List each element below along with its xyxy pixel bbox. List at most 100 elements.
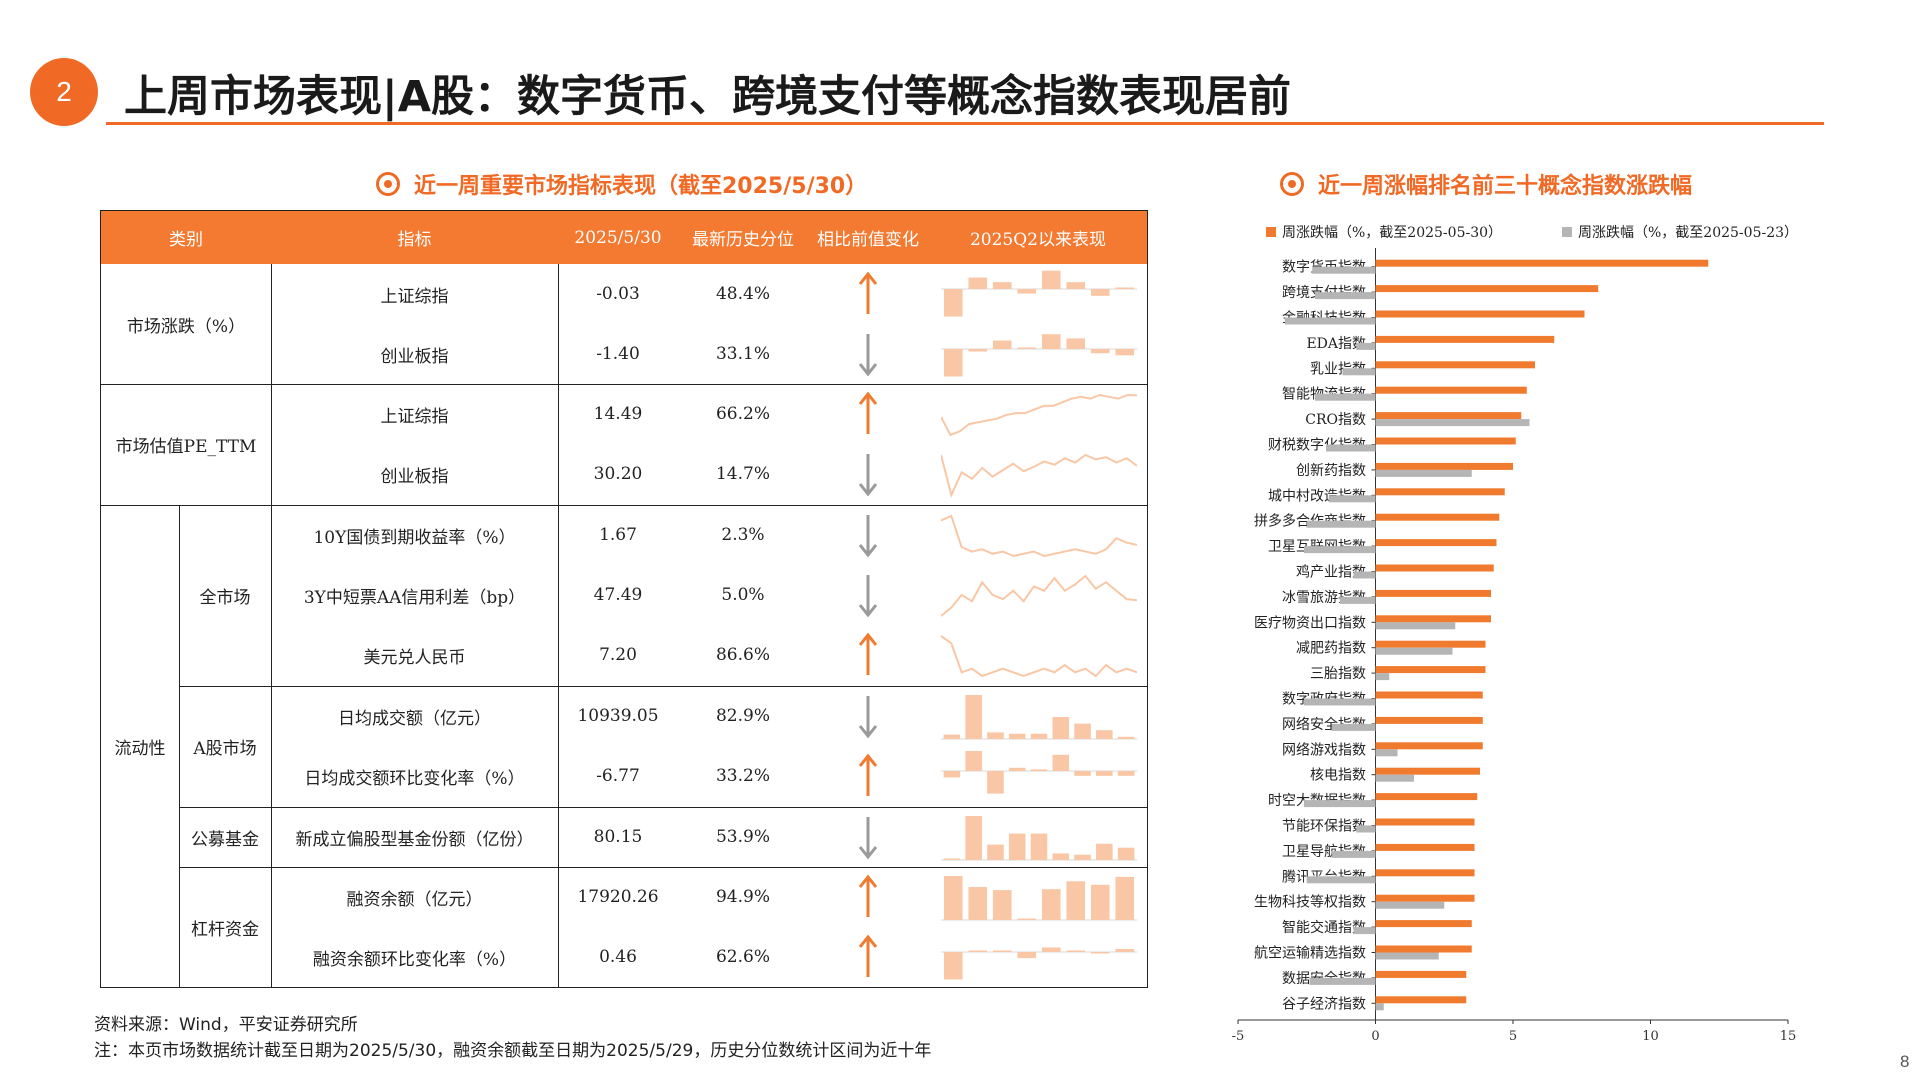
category-label: 核电指数 (1310, 768, 1366, 784)
indicator-percentile: 5.0% (721, 585, 765, 605)
sparkline-bar (943, 734, 961, 739)
bar-current-week (1375, 412, 1522, 420)
bar-previous-week (1356, 342, 1376, 350)
indicator-percentile: 53.9% (715, 827, 770, 847)
legend-swatch (1266, 227, 1276, 237)
indicator-name: 创业板指 (380, 346, 449, 367)
sparkline-bar (965, 751, 982, 771)
arrow-up-icon (858, 391, 878, 434)
arrow-down-icon (858, 575, 878, 618)
bar-current-week (1375, 310, 1585, 318)
bar-current-week (1375, 996, 1467, 1004)
sparkline-bar (992, 890, 1012, 920)
sparkline-bar (968, 349, 988, 352)
indicator-percentile: 33.2% (715, 766, 770, 786)
subgroup-public-fund: 公募基金 (191, 829, 259, 850)
trend-sparkline (941, 574, 1137, 617)
trend-sparkline (941, 334, 1137, 377)
sparkline-bar (992, 340, 1012, 349)
bar-current-week (1375, 335, 1555, 343)
title-divider (106, 122, 1824, 125)
bar-current-week (1375, 615, 1491, 623)
sparkline-line (941, 453, 1137, 498)
sparkline-bar (1052, 853, 1070, 860)
bar-current-week (1375, 539, 1497, 547)
bar-previous-week (1328, 495, 1376, 503)
bar-previous-week (1356, 825, 1376, 833)
indicator-name: 新成立偏股型基金份额（亿份） (295, 829, 534, 850)
sparkline-bar (965, 695, 982, 739)
table-header: 类别 指标 2025/5/30 最新历史分位 相比前值变化 2025Q2以来表现 (101, 211, 1147, 264)
sparkline-bar (1117, 736, 1135, 739)
sparkline-bar (1017, 952, 1037, 959)
bar-current-week (1375, 386, 1527, 394)
indicator-name: 融资余额环比变化率（%） (312, 949, 517, 970)
sparkline-bar (1090, 289, 1110, 296)
bar-current-week (1375, 361, 1535, 369)
table-divider (101, 505, 1147, 506)
arrow-down-icon (858, 817, 878, 860)
bar-current-week (1375, 894, 1475, 902)
indicator-percentile: 14.7% (715, 464, 770, 484)
sparkline-bar (1017, 918, 1037, 920)
bar-previous-week (1284, 317, 1376, 325)
sparkline-bar (943, 876, 963, 920)
legend-swatch (1562, 227, 1572, 237)
indicator-value: 7.20 (599, 645, 637, 665)
bar-previous-week (1331, 850, 1376, 858)
concept-index-bar-chart: -5051015数字货币指数跨境支付指数金融科技指数EDA指数乳业指数智能物流指… (1232, 248, 1797, 1044)
group-market-return: 市场涨跌（%） (126, 316, 246, 337)
table-divider (271, 264, 272, 987)
bar-previous-week (1375, 901, 1445, 909)
indicator-name: 上证综指 (380, 406, 449, 427)
indicator-value: -1.40 (596, 344, 640, 364)
sparkline-bar (1066, 881, 1086, 920)
bar-current-week (1375, 767, 1480, 775)
bar-current-week (1375, 945, 1472, 953)
sparkline-bar (943, 289, 963, 317)
subgroup-leverage: 杠杆资金 (191, 919, 259, 940)
sparkline-line (941, 393, 1137, 437)
sparkline-bar (1074, 771, 1091, 776)
sparkline-bar (1041, 947, 1061, 952)
table-divider (179, 867, 1147, 868)
legend-item: 周涨跌幅（%，截至2025-05-23） (1562, 222, 1798, 242)
sparkline-bar (1041, 889, 1061, 920)
bar-current-week (1375, 666, 1486, 674)
trend-sparkline (941, 947, 1137, 980)
sparkline-line (941, 635, 1137, 678)
indicator-name: 10Y国债到期收益率（%） (313, 527, 516, 548)
section-number-badge: 2 (30, 58, 98, 126)
bar-previous-week (1375, 952, 1439, 960)
bar-previous-week (1375, 673, 1390, 681)
sparkline-bar (1052, 754, 1070, 771)
bar-previous-week (1306, 520, 1376, 528)
trend-sparkline (941, 876, 1137, 921)
x-tick-label: 5 (1509, 1029, 1517, 1044)
bar-current-week (1375, 691, 1483, 699)
indicator-name: 上证综指 (380, 286, 449, 307)
indicator-name: 3Y中短票AA信用利差（bp） (303, 587, 526, 608)
indicator-percentile: 82.9% (715, 706, 770, 726)
indicator-name: 创业板指 (380, 466, 449, 487)
category-label: 节能环保指数 (1282, 819, 1366, 835)
sparkline-bar (1030, 833, 1048, 860)
sparkline-bar (1115, 876, 1135, 920)
page-number: 8 (1900, 1052, 1910, 1071)
sparkline-bar (1066, 282, 1086, 289)
bar-previous-week (1312, 266, 1376, 274)
sparkline-line (941, 514, 1137, 558)
legend-item: 周涨跌幅（%，截至2025-05-30） (1266, 222, 1502, 242)
page-title: 上周市场表现|A股：数字货币、跨境支付等概念指数表现居前 (124, 72, 1291, 122)
bar-current-week (1375, 716, 1483, 724)
trend-sparkline (941, 751, 1137, 794)
bar-current-week (1375, 920, 1472, 928)
sparkline-bar (943, 952, 963, 980)
indicator-value: 1.67 (599, 525, 637, 545)
bar-current-week (1375, 742, 1483, 750)
trend-sparkline (941, 453, 1137, 498)
x-tick-label: 15 (1780, 1029, 1797, 1044)
indicator-name: 日均成交额（亿元） (338, 708, 491, 729)
bar-previous-week (1375, 1003, 1384, 1011)
sparkline-bar (1074, 854, 1091, 860)
